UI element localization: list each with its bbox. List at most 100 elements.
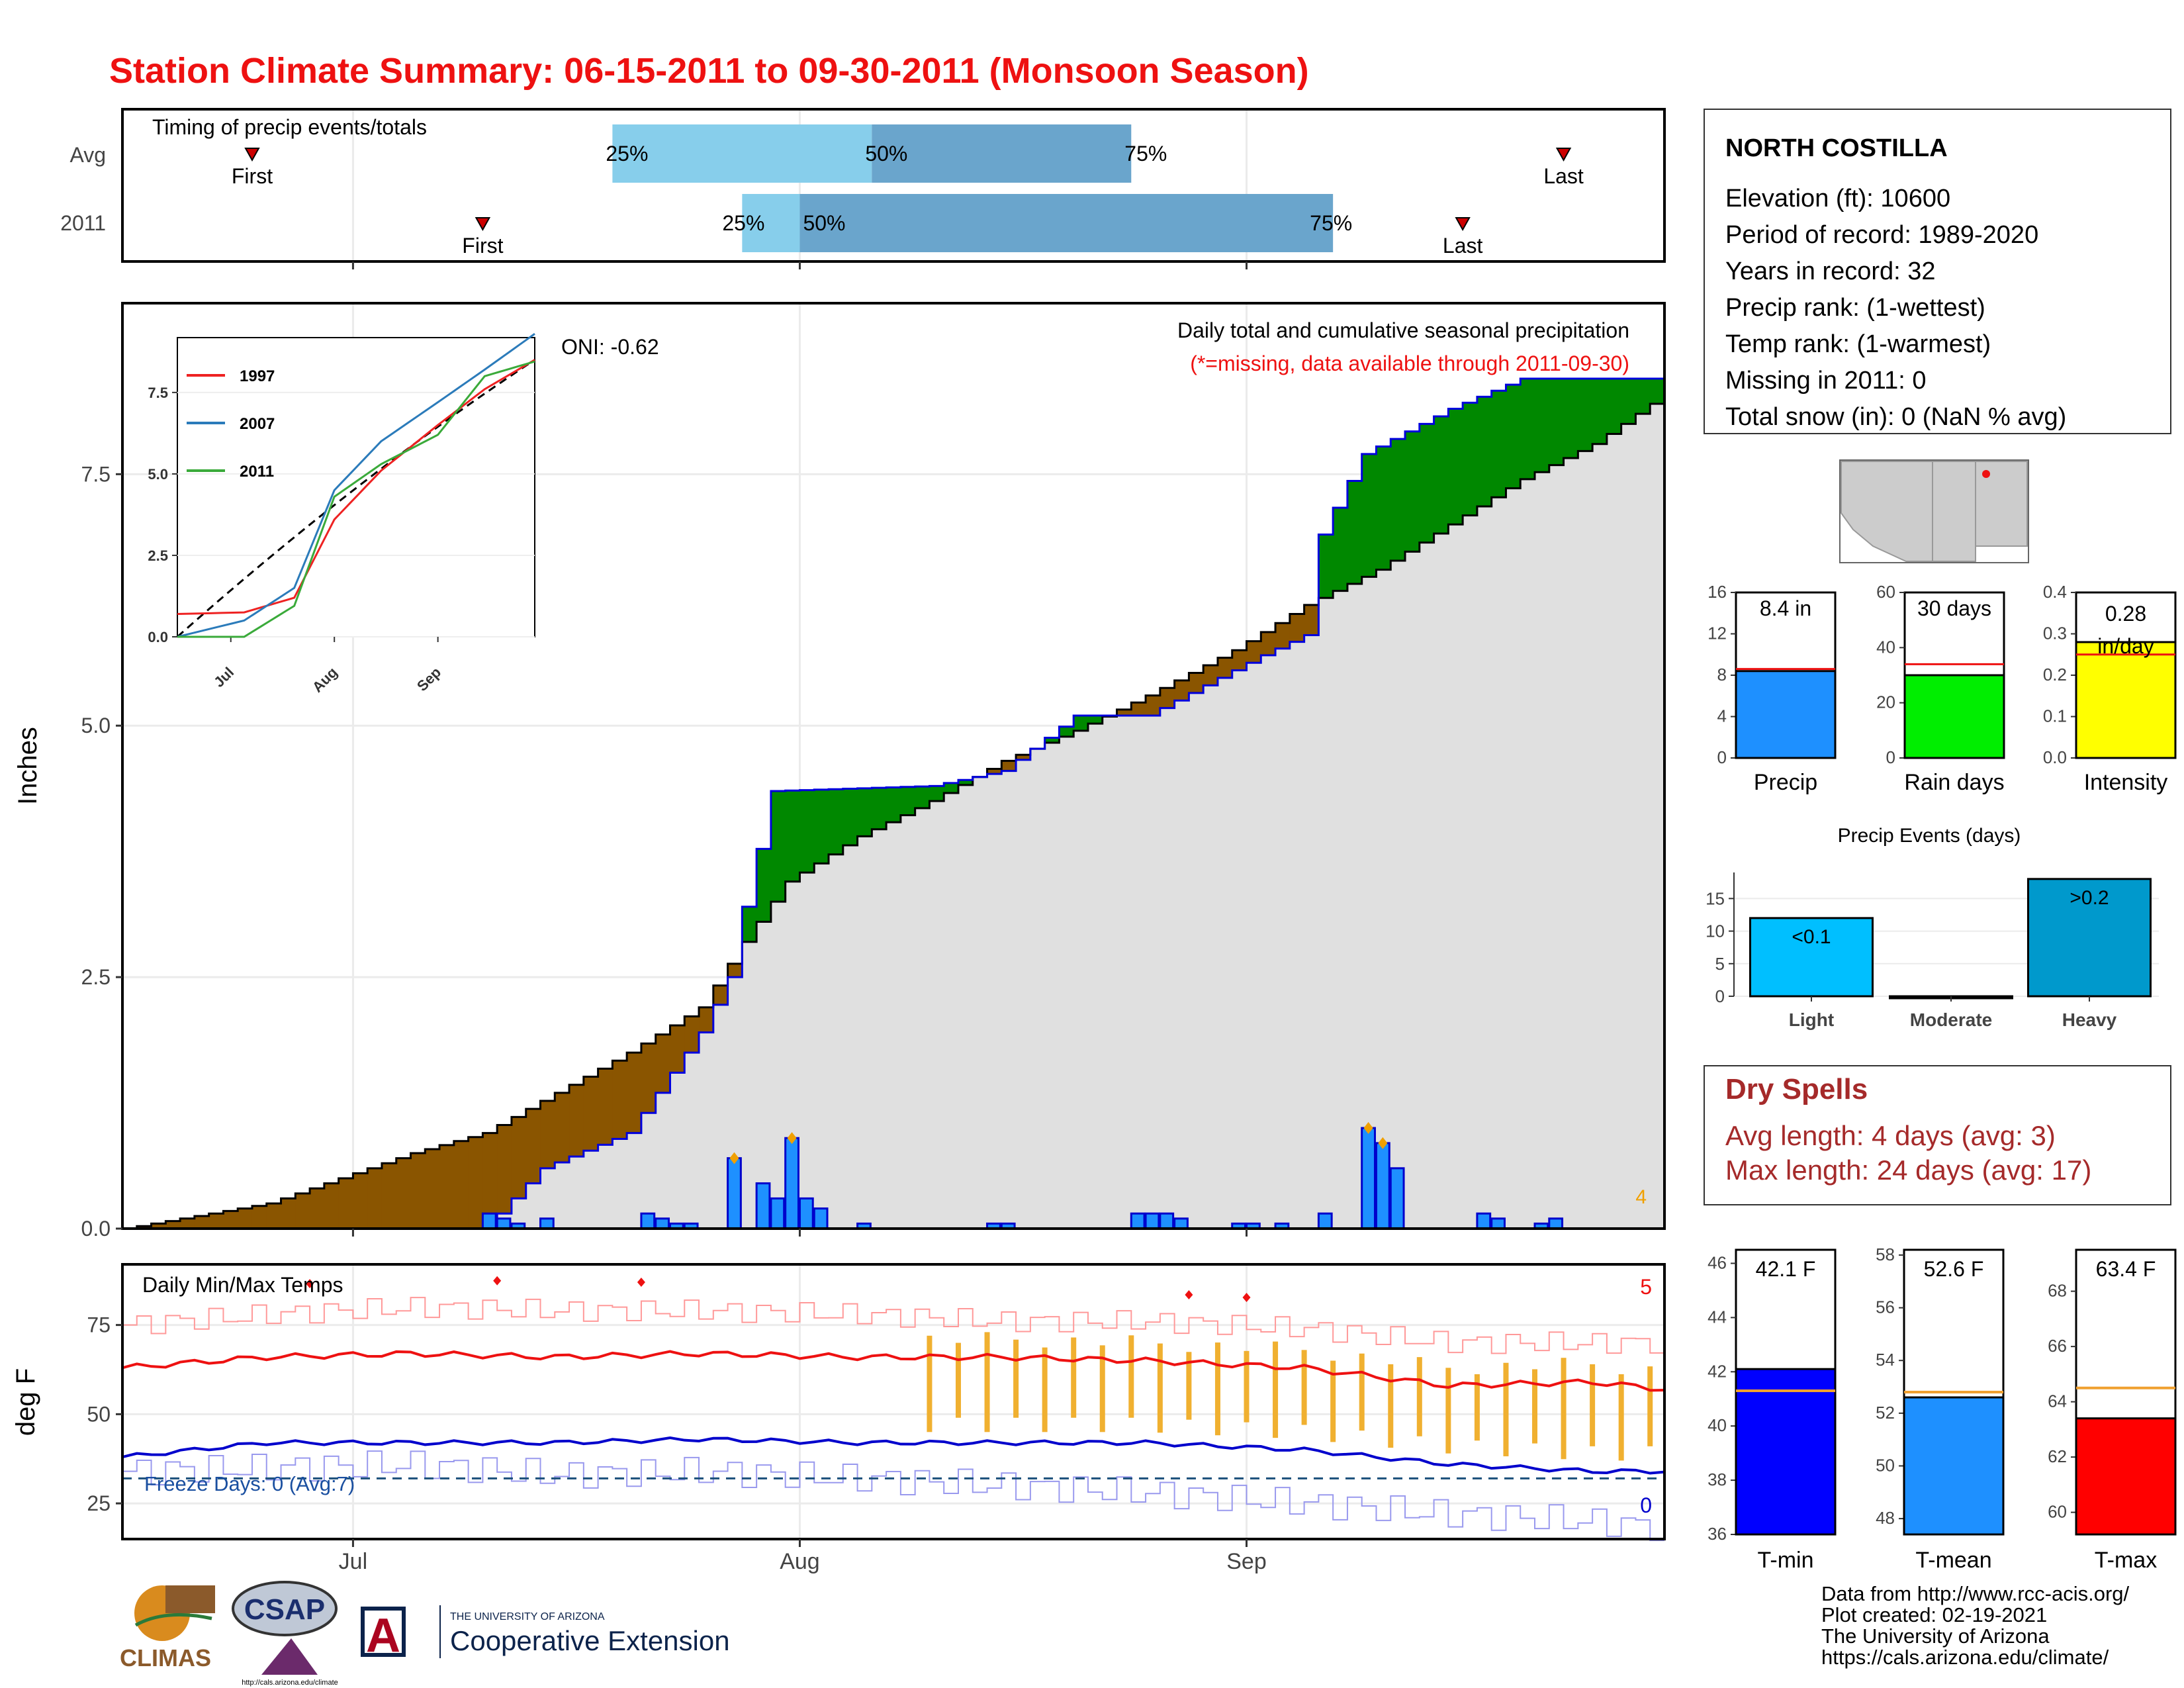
max-record-count: 5 [1640, 1275, 1652, 1299]
daily-precip-bar [1361, 1127, 1376, 1230]
surplus-area-day [1419, 424, 1435, 543]
locator-map [1839, 459, 2029, 563]
daily-precip-bar [1490, 1217, 1506, 1230]
cumulative-base-day [1535, 472, 1550, 1229]
cumulative-base-day [540, 1168, 555, 1229]
cumulative-base-day [1463, 515, 1478, 1229]
inset-series-line-1997 [177, 359, 535, 616]
summary-bar-tick-label-0-4: 16 [1707, 582, 1727, 602]
deficit-area-day [670, 1025, 685, 1073]
daily-temp-range-bar [1561, 1358, 1567, 1460]
cumulative-base-day [670, 1072, 685, 1229]
deficit-area-day [324, 1183, 340, 1229]
events-bar-2 [2027, 878, 2152, 998]
timing-row-avg-label: Avg [69, 143, 106, 167]
precip-cumulative-areas [122, 377, 1666, 1230]
cumulative-base-day [555, 1162, 570, 1229]
deficit-area-day [338, 1178, 354, 1229]
freeze-days-text: Freeze Days: 0 (Avg:7) [144, 1472, 355, 1495]
csap-cloud [232, 1581, 338, 1636]
cumulative-base-day [1333, 590, 1348, 1229]
deficit-area-day [655, 1034, 671, 1093]
station-snow: Total snow (in): 0 (NaN % avg) [1725, 403, 2066, 431]
cumulative-base-day [1520, 479, 1535, 1229]
deficit-area-day [367, 1168, 383, 1229]
summary-bar-tick-label-2-4: 0.4 [2043, 582, 2067, 602]
cumulative-base-day [1146, 716, 1161, 1229]
inset-ytick-label-3: 7.5 [148, 385, 168, 401]
cumulative-base-day [569, 1156, 584, 1229]
cumulative-base-day [1160, 708, 1175, 1229]
summary-bar-label-2: Intensity [2084, 770, 2168, 795]
summary-bar-tick-label-2-2: 0.2 [2043, 665, 2067, 684]
deficit-area-day [987, 769, 1002, 774]
summary-bar-value-0 [1735, 670, 1837, 759]
surplus-area-day [1535, 378, 1550, 473]
station-missing: Missing in 2011: 0 [1725, 367, 1926, 395]
deficit-area-day [525, 1109, 541, 1184]
summary-bar-tick-label-2-0: 0.0 [2043, 747, 2067, 767]
cumulative-base-day [684, 1053, 700, 1229]
timing-bar-50-75-2011 [799, 194, 1334, 252]
cumulative-base-day [944, 793, 959, 1229]
deficit-area-day [482, 1133, 498, 1229]
summary-bars: 0 4 8 12 16 8.4 in Precip 0 20 40 60 30 days Rain da… [1707, 582, 2177, 795]
cumulative-base-day [1131, 716, 1146, 1229]
cumulative-base-day [1217, 678, 1233, 1229]
cumulative-base-day [1304, 635, 1319, 1229]
timing-bar-25-50-2011 [742, 194, 800, 252]
footer-credits: Data from http://www.rcc-acis.org/ Plot … [1821, 1583, 2129, 1668]
surplus-area-day [799, 790, 815, 873]
daily-temp-range-bar [984, 1332, 990, 1432]
temp-summary-tick-label-1-0: 48 [1876, 1508, 1895, 1528]
timing-first-marker-2011 [475, 217, 491, 232]
summary-bar-tick-label-0-0: 0 [1717, 747, 1727, 767]
ua-logo-frame [361, 1607, 406, 1657]
surplus-area-day [1592, 378, 1608, 444]
cumulative-base-day [1419, 542, 1435, 1229]
deficit-area-day [583, 1076, 599, 1151]
cumulative-base-day [1477, 506, 1492, 1229]
cumulative-base-day [1275, 648, 1291, 1229]
temp-lines [122, 1276, 1665, 1542]
surplus-area-day [829, 789, 844, 855]
deficit-area-day [223, 1211, 238, 1229]
deficit-area-day [251, 1205, 267, 1229]
deficit-area-day [727, 963, 743, 978]
cumulative-base-day [756, 921, 772, 1229]
surplus-area-day [1376, 446, 1391, 570]
cumulative-base-day [1448, 524, 1463, 1229]
cumulative-base-day [1087, 724, 1103, 1229]
daily-temp-range-bar [1013, 1339, 1019, 1418]
temp-summary-bar-0 [1735, 1368, 1837, 1536]
station-info-frame [1704, 109, 2171, 434]
cumulative-base-day [1549, 465, 1565, 1229]
cumulative-base-day [972, 776, 988, 1229]
cumulative-base-day [1578, 451, 1593, 1229]
surplus-area-day [1333, 507, 1348, 591]
inset-legend-label-1997: 1997 [240, 367, 275, 385]
daily-temp-range-bar [1214, 1342, 1220, 1436]
temp-summary-bar-1 [1903, 1396, 2005, 1536]
timing-first-label-2011: First [462, 234, 503, 258]
cumulative-base-day [655, 1092, 671, 1229]
daily-precip-bar [496, 1217, 512, 1230]
timing-last-marker-Avg [1555, 148, 1572, 162]
summary-bar-value-label-2: 0.28 [2105, 602, 2146, 626]
average-max-temp-line [122, 1350, 1665, 1392]
inset-lines [177, 333, 535, 638]
cumulative-base-day [799, 872, 815, 1229]
temp-summary-label-2: T-max [2095, 1548, 2157, 1573]
cumulative-base-day [842, 845, 858, 1229]
daily-temp-range-bar [1532, 1369, 1538, 1444]
precip-panel-frame [121, 302, 1666, 1230]
surplus-area-day [1506, 385, 1521, 489]
cumulative-base-day [958, 784, 974, 1229]
deficit-area-day [699, 1007, 714, 1033]
summary-bar-value-unit-2: in/day [2097, 634, 2154, 658]
cumulative-base-day [829, 854, 844, 1229]
station-location-dot [1982, 470, 1990, 478]
surplus-area-day [872, 788, 887, 829]
deficit-area-day [1304, 604, 1319, 635]
